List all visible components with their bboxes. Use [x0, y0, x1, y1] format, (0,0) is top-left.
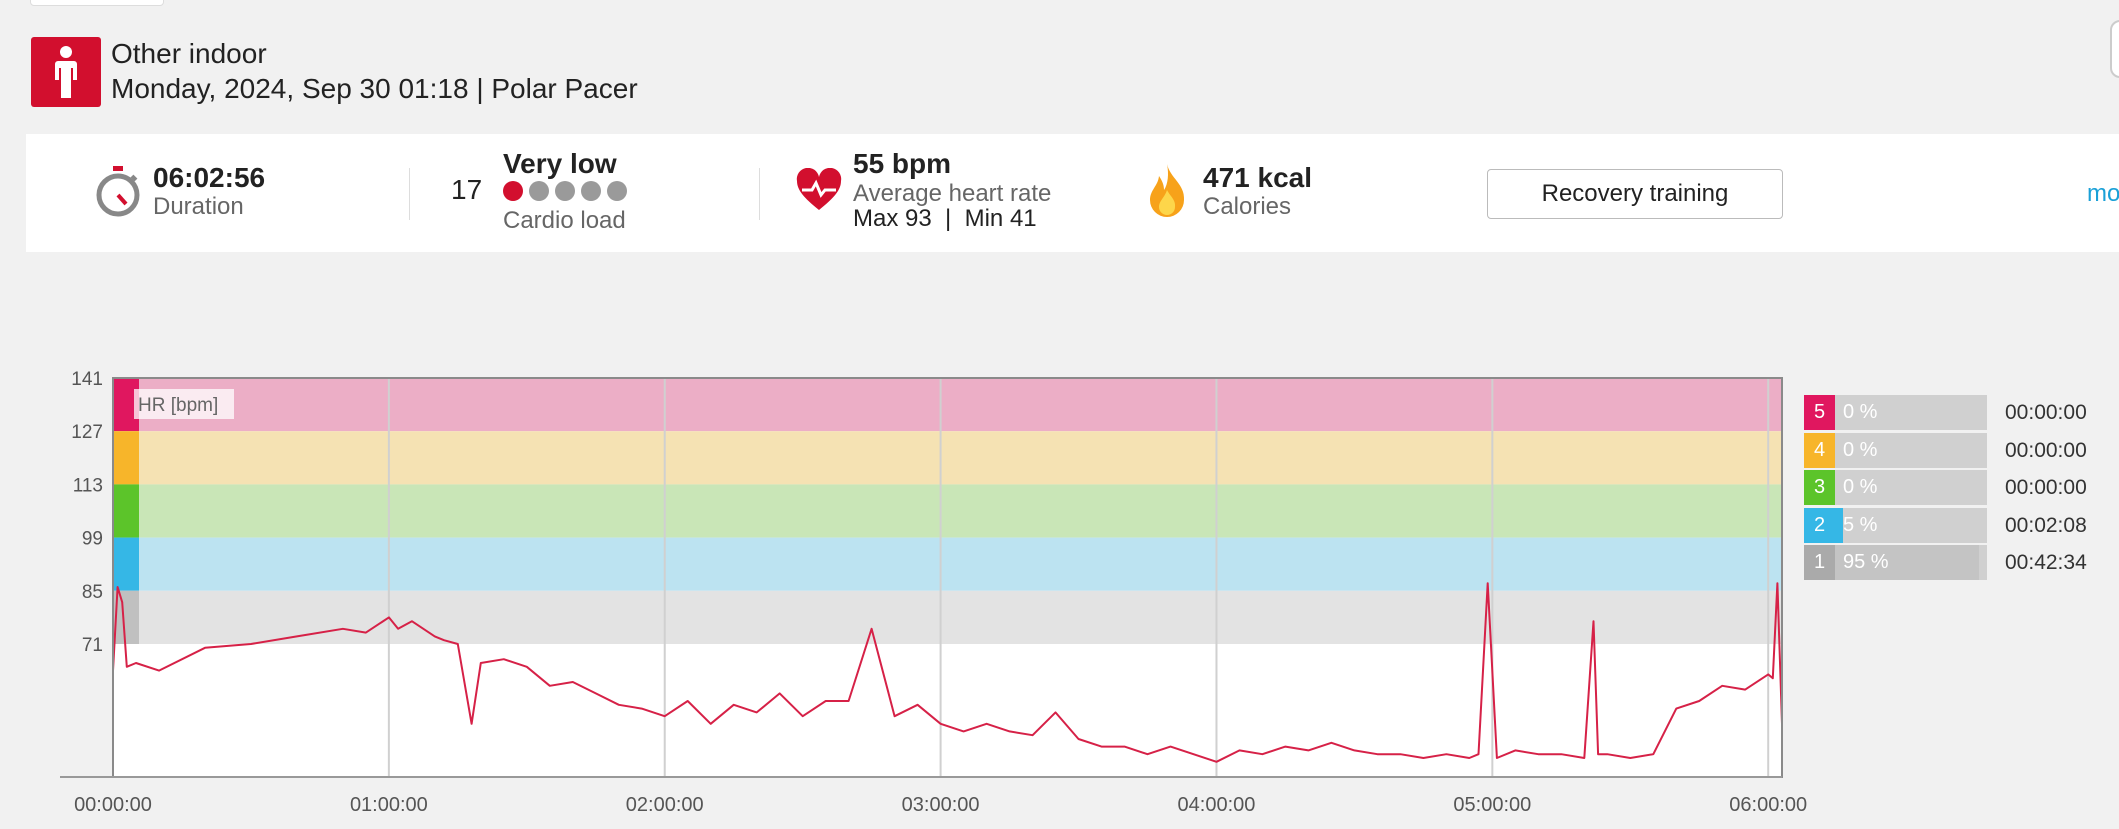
y-axis-label: HR [bpm]	[138, 395, 218, 416]
calories-label: Calories	[1203, 193, 1292, 220]
zone-number: 4	[1804, 432, 1835, 468]
zone-band-1	[113, 590, 1782, 644]
duration-value: 06:02:56	[153, 162, 266, 193]
zone-row: 3 0 %	[1804, 470, 1987, 505]
duration-label: Duration	[153, 193, 244, 220]
zone-time: 00:42:34	[2005, 551, 2087, 574]
y-tick-label: 113	[73, 475, 103, 496]
zone-time: 00:00:00	[2005, 476, 2087, 499]
y-tick-label: 141	[71, 369, 103, 390]
x-tick-label: 02:00:00	[626, 794, 704, 816]
avg-hr-label: Average heart rate	[853, 180, 1052, 207]
zone-time: 00:02:08	[2005, 513, 2087, 537]
more-link[interactable]: mo	[2087, 180, 2119, 207]
flame-icon	[1148, 164, 1186, 223]
zone-number: 1	[1804, 545, 1835, 580]
zone-band-2	[113, 537, 1782, 591]
cardio-load-dot	[581, 181, 601, 201]
zone-time: 00:00:00	[2005, 438, 2087, 462]
zone-time: 00:00:00	[2005, 401, 2087, 424]
zone-number: 5	[1804, 395, 1835, 430]
cardio-load-dot	[607, 181, 627, 201]
cardio-load-value: 17	[451, 174, 483, 205]
zone-marker-3	[113, 484, 139, 538]
zone-percent: 5 %	[1843, 513, 1878, 536]
divider	[759, 168, 760, 220]
y-tick-label: 71	[82, 635, 103, 656]
zone-band-4	[113, 431, 1782, 485]
heart-icon	[796, 167, 842, 217]
activity-subtitle: Monday, 2024, Sep 30 01:18 | Polar Pacer	[111, 73, 638, 104]
zone-percent: 0 %	[1843, 438, 1878, 461]
zone-band-3	[113, 484, 1782, 538]
cardio-load-label: Cardio load	[503, 207, 626, 234]
x-tick-label: 01:00:00	[350, 794, 428, 816]
activity-title: Other indoor	[111, 38, 267, 69]
zone-row: 5 0 %	[1804, 395, 1987, 430]
cardio-load-dot	[503, 181, 523, 201]
zone-fill-bar	[1835, 507, 1843, 543]
hr-line	[112, 582, 1783, 763]
y-tick-label: 99	[82, 529, 103, 550]
stopwatch-icon	[94, 166, 142, 223]
hr-max-min: Max 93 | Min 41	[853, 205, 1037, 232]
zone-number: 2	[1804, 507, 1835, 543]
divider	[409, 168, 410, 220]
side-edge-tab[interactable]	[2110, 20, 2119, 78]
zone-number: 3	[1804, 470, 1835, 505]
zone-row: 1 95 %	[1804, 545, 1987, 580]
zone-band-5	[113, 378, 1782, 432]
cardio-load-dot	[529, 181, 549, 201]
x-tick-label: 03:00:00	[902, 794, 980, 816]
x-tick-label: 00:00:00	[74, 794, 152, 816]
sport-person-icon	[31, 37, 101, 107]
zone-fill-bar	[1835, 545, 1980, 580]
y-label-box	[134, 389, 234, 419]
calories-value: 471 kcal	[1203, 162, 1312, 193]
y-tick-label: 85	[82, 582, 103, 603]
cardio-load-level: Very low	[503, 148, 617, 179]
summary-panel	[26, 134, 2119, 252]
zone-marker-2	[113, 537, 139, 591]
top-tab[interactable]	[30, 0, 164, 6]
zone-percent: 0 %	[1843, 401, 1878, 423]
x-tick-label: 05:00:00	[1453, 794, 1531, 816]
zone-marker-4	[113, 431, 139, 485]
cardio-load-dot	[555, 181, 575, 201]
avg-hr-value: 55 bpm	[853, 148, 952, 179]
zone-row: 4 0 %	[1804, 432, 1987, 468]
training-benefit-button[interactable]: Recovery training	[1487, 169, 1783, 219]
zone-row: 2 5 %	[1804, 507, 1987, 543]
zone-percent: 0 %	[1843, 476, 1878, 498]
heart-rate-chart: 141 127 113 99 85 71 00:00:00 01:00:00 02:00:00 0…	[60, 369, 1807, 816]
x-tick-label: 04:00:00	[1178, 794, 1256, 816]
zone-percent: 95 %	[1843, 551, 1889, 573]
x-tick-label: 06:00:00	[1729, 794, 1807, 816]
y-tick-label: 127	[71, 422, 103, 443]
